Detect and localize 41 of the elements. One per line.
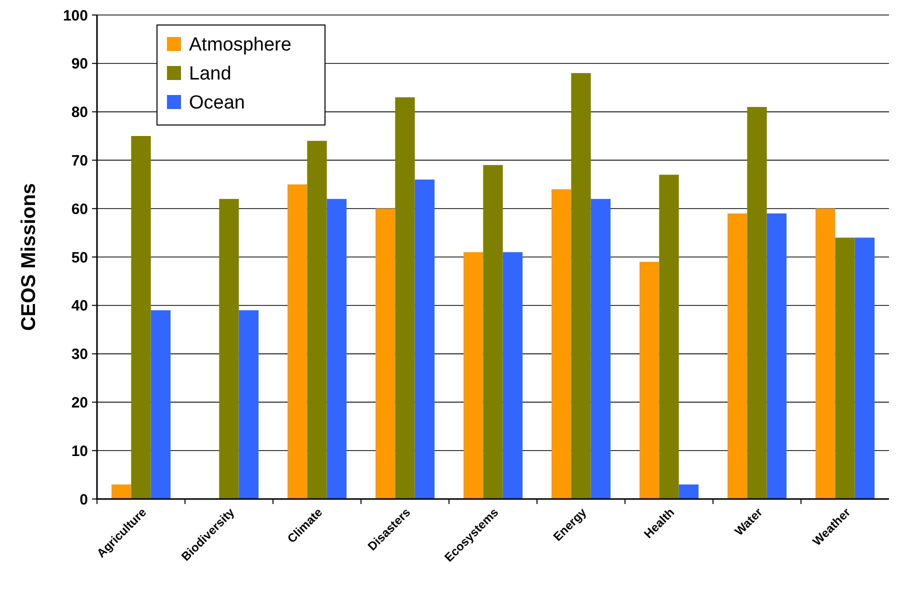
bar bbox=[854, 238, 874, 499]
bar bbox=[288, 184, 308, 499]
legend-label: Land bbox=[189, 64, 232, 85]
bar bbox=[659, 174, 679, 499]
y-tick-label: 100 bbox=[62, 7, 88, 24]
bar bbox=[238, 310, 258, 499]
bar bbox=[502, 252, 522, 499]
y-tick-label: 60 bbox=[71, 200, 88, 218]
bar bbox=[112, 484, 132, 499]
bar bbox=[766, 213, 786, 499]
y-tick-label: 10 bbox=[71, 442, 88, 460]
bar bbox=[552, 189, 572, 499]
bar bbox=[747, 106, 767, 499]
bar bbox=[816, 208, 836, 499]
bar bbox=[395, 97, 415, 499]
y-tick-label: 0 bbox=[80, 491, 88, 508]
y-tick-label: 50 bbox=[71, 249, 88, 266]
bar bbox=[571, 73, 591, 499]
bar bbox=[678, 484, 698, 499]
bar bbox=[835, 238, 855, 499]
bar bbox=[640, 262, 660, 499]
legend-label: Atmosphere bbox=[189, 34, 292, 56]
bar bbox=[590, 198, 610, 499]
y-tick-label: 80 bbox=[71, 104, 88, 122]
bar bbox=[464, 252, 484, 499]
legend-label: Ocean bbox=[189, 92, 245, 114]
y-tick-label: 30 bbox=[71, 346, 88, 364]
y-tick-label: 90 bbox=[71, 56, 88, 73]
bar bbox=[219, 198, 239, 499]
y-tick-label: 20 bbox=[71, 394, 88, 412]
y-tick-label: 70 bbox=[71, 152, 88, 170]
y-axis-title: CEOS Missions bbox=[18, 183, 40, 331]
bar bbox=[326, 198, 346, 499]
bar bbox=[150, 310, 170, 499]
bar bbox=[728, 213, 748, 499]
bar bbox=[414, 180, 434, 499]
y-tick-label: 40 bbox=[71, 298, 88, 315]
bar bbox=[483, 165, 503, 499]
bar bbox=[307, 140, 327, 499]
bar bbox=[376, 208, 396, 499]
bar bbox=[131, 136, 151, 499]
